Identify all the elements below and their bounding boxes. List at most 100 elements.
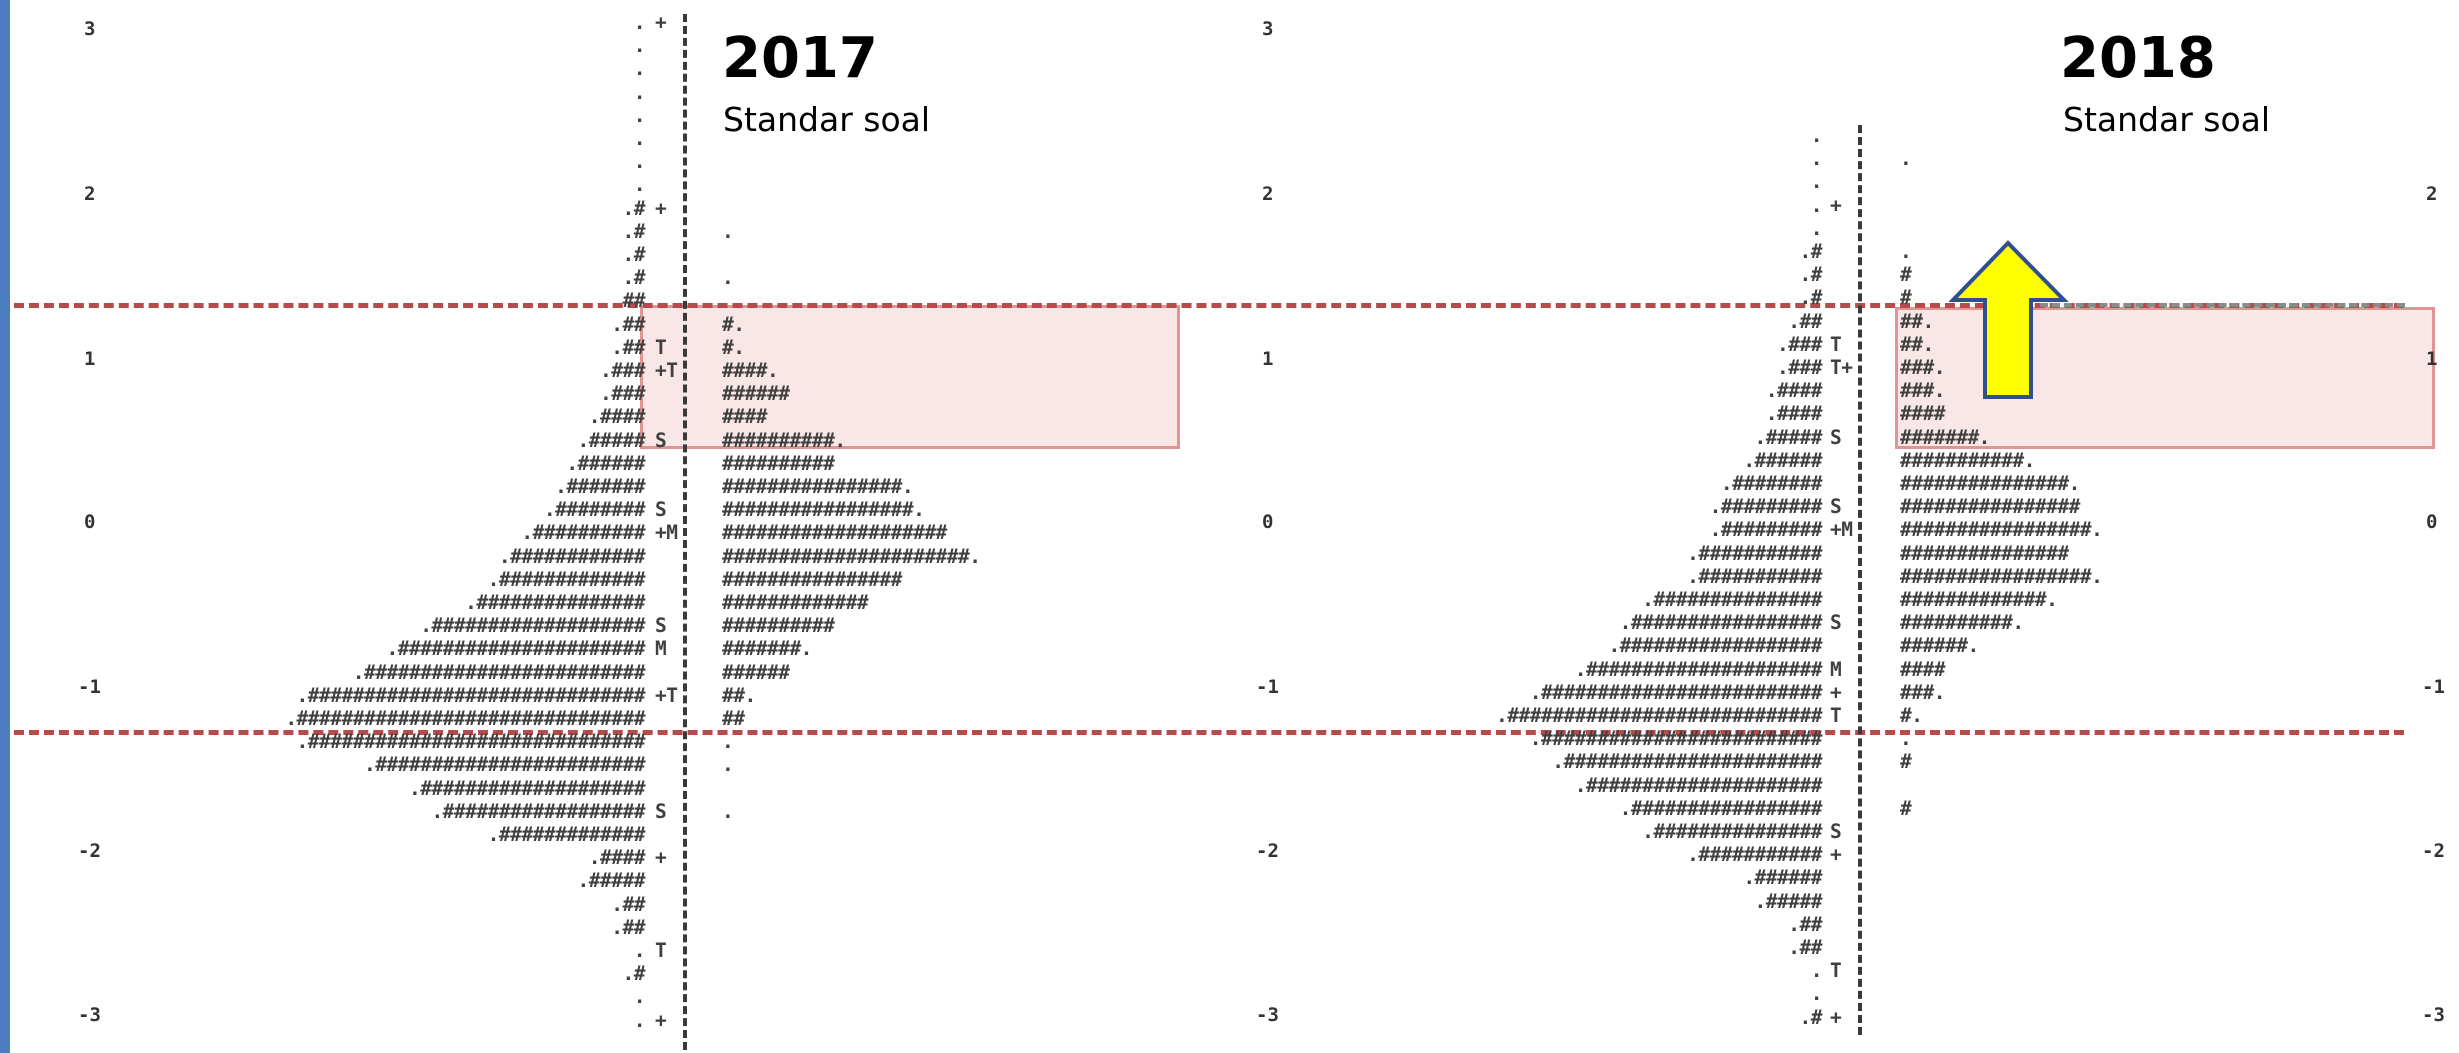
item-histogram-row: ####################	[722, 521, 947, 545]
distribution-marker: T	[655, 335, 667, 359]
item-histogram-row: ##.	[1900, 332, 1934, 356]
person-histogram-row: .#	[622, 266, 646, 290]
person-histogram-row: .	[1810, 124, 1823, 147]
person-histogram-row: .#####################	[1574, 657, 1823, 681]
item-histogram-row: #	[1900, 796, 1912, 820]
y-tick-label-right: 0	[2426, 511, 2438, 533]
person-histogram-row: .	[1810, 959, 1823, 983]
item-histogram-row: ##########	[722, 614, 835, 638]
person-histogram-row: .##########	[521, 521, 645, 545]
distribution-marker: S	[655, 428, 667, 452]
item-histogram-row: #######.	[1900, 425, 1990, 449]
axis-line-2017	[683, 14, 687, 1050]
distribution-marker: T+	[1830, 356, 1853, 379]
person-histogram-row: .####	[588, 846, 646, 870]
subtitle-2017: Standar soal	[723, 100, 931, 139]
person-histogram-row: .	[1810, 193, 1823, 217]
distribution-marker: +	[655, 846, 667, 870]
distribution-marker: +	[1830, 843, 1842, 867]
item-histogram-row: ######.	[1900, 634, 1979, 658]
y-tick-label: 2	[84, 183, 96, 205]
person-histogram-row: .###########	[1687, 564, 1822, 588]
y-tick-label-right: -3	[2422, 1004, 2445, 1026]
distribution-marker: M	[1830, 657, 1842, 681]
person-histogram-row: .###	[600, 382, 645, 406]
distribution-marker: S	[655, 614, 667, 638]
distribution-marker: S	[1830, 820, 1842, 843]
person-histogram-row: .##############################	[296, 730, 646, 754]
item-histogram-row: .	[722, 799, 734, 823]
y-tick-label: -1	[1256, 676, 1279, 698]
person-histogram-row: .	[633, 34, 646, 58]
y-tick-label: 3	[84, 18, 96, 40]
distribution-marker: +	[655, 196, 667, 220]
person-histogram-row: .#########	[1709, 495, 1823, 519]
person-histogram-row: .#	[622, 243, 646, 266]
distribution-marker: S	[655, 498, 667, 522]
item-histogram-row: #	[1900, 263, 1912, 287]
item-histogram-row: ###############.	[1900, 472, 2080, 495]
person-histogram-row: .###	[600, 359, 645, 382]
person-histogram-row: .	[633, 80, 646, 104]
item-histogram-row: ######	[722, 382, 790, 406]
distribution-marker: T	[655, 939, 667, 962]
item-histogram-row: ###########.	[1900, 448, 2035, 472]
distribution-marker: +	[1830, 193, 1842, 217]
distribution-marker: S	[1830, 425, 1842, 449]
person-histogram-row: .######	[1743, 866, 1822, 890]
distribution-marker: +T	[655, 359, 678, 382]
distribution-marker: +M	[655, 521, 678, 545]
item-histogram-row: #.	[722, 335, 745, 359]
distribution-marker: +T	[655, 683, 678, 707]
person-histogram-row: .	[633, 939, 646, 962]
distribution-marker: +	[1830, 1005, 1842, 1029]
distribution-marker: +	[1830, 680, 1842, 704]
person-histogram-row: .##############################	[296, 683, 646, 707]
person-histogram-row: .#########################	[1529, 727, 1823, 751]
item-histogram-row: ################	[1900, 495, 2080, 519]
item-histogram-row: ###.	[1900, 379, 1945, 403]
person-histogram-row: .#	[1799, 1005, 1823, 1029]
item-histogram-row: ###############	[1900, 541, 2069, 565]
person-histogram-row: .##	[1788, 936, 1822, 959]
y-tick-label: 0	[84, 511, 96, 533]
person-histogram-row: .#############	[487, 567, 646, 591]
person-histogram-row: .	[1810, 170, 1823, 194]
person-histogram-row: .#####	[577, 869, 646, 893]
person-histogram-row: .####	[588, 405, 646, 429]
item-histogram-row: #	[1900, 750, 1912, 774]
person-histogram-row: .########	[1720, 472, 1823, 495]
person-histogram-row: .	[633, 1008, 646, 1032]
person-histogram-row: .	[633, 11, 646, 34]
person-histogram-row: .####	[1765, 402, 1823, 426]
y-tick-label: -1	[78, 676, 101, 698]
person-histogram-row: .###############	[465, 591, 645, 614]
person-histogram-row: .#################	[1619, 796, 1823, 820]
item-histogram-row: .	[722, 266, 734, 290]
person-histogram-row: .##	[611, 915, 645, 939]
person-histogram-row: .##	[611, 312, 645, 336]
distribution-marker: T	[1830, 332, 1842, 356]
item-histogram-row: .	[1900, 240, 1912, 263]
item-histogram-row: .	[722, 219, 734, 243]
item-histogram-row: #################.	[1900, 564, 2103, 588]
person-histogram-row: .#####################	[1574, 773, 1823, 797]
y-tick-label: 1	[84, 348, 96, 370]
item-histogram-row: #	[1900, 286, 1912, 310]
person-histogram-row: .	[1810, 147, 1823, 171]
up-arrow-icon	[1948, 240, 2069, 399]
item-histogram-row: ####	[1900, 657, 1945, 681]
person-histogram-row: .#####	[1754, 425, 1823, 449]
person-histogram-row: .	[1810, 982, 1823, 1006]
item-histogram-row: ################	[722, 567, 902, 591]
person-histogram-row: .######	[1743, 448, 1822, 472]
item-histogram-row: #.	[1900, 704, 1923, 727]
subtitle-2018: Standar soal	[2063, 100, 2271, 139]
distribution-marker: T	[1830, 959, 1842, 983]
person-histogram-row: .####	[1765, 379, 1823, 403]
left-accent-bar	[0, 0, 10, 1053]
distribution-marker: M	[655, 637, 667, 661]
y-tick-label: 2	[1262, 183, 1274, 205]
person-histogram-row: .###############	[1642, 588, 1822, 611]
item-histogram-row: ####.	[722, 359, 779, 382]
